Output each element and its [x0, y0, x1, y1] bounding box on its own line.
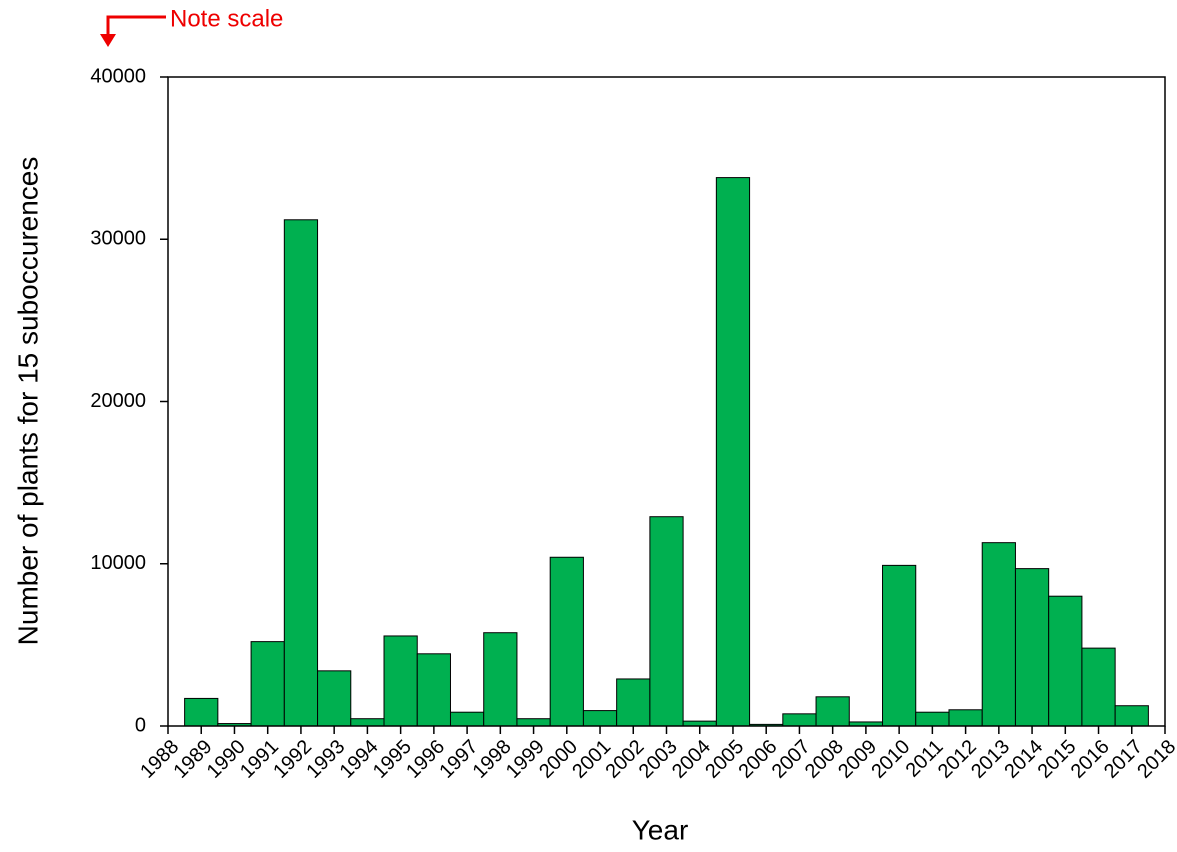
bar: [1014, 568, 1050, 727]
bar: [483, 632, 518, 727]
bar: [882, 564, 917, 727]
bar: [449, 711, 485, 727]
bar: [815, 696, 850, 727]
y-tick-label: 20000: [90, 390, 146, 412]
bar: [350, 718, 385, 727]
bar: [283, 219, 319, 727]
x-axis-label: Year: [632, 814, 689, 845]
bar: [1048, 595, 1083, 727]
bar: [981, 542, 1016, 727]
y-tick-label: 30000: [90, 228, 146, 250]
bar: [549, 556, 584, 727]
bar: [616, 678, 651, 727]
bar: [184, 697, 219, 727]
bar: [715, 177, 751, 727]
y-tick-label: 40000: [90, 65, 146, 87]
bar: [915, 711, 950, 727]
annotation-arrow: [106, 15, 166, 38]
bar: [317, 670, 352, 727]
bar: [948, 709, 983, 727]
annotation-arrowhead: [100, 34, 116, 47]
x-tick-label: 2018: [1133, 736, 1177, 783]
y-tick-label: 10000: [90, 552, 146, 574]
bar: [416, 653, 451, 727]
y-tick-label: 0: [135, 714, 146, 736]
bar: [782, 713, 817, 727]
annotation: Note scale: [170, 5, 283, 32]
bar: [516, 718, 551, 727]
bar: [1114, 705, 1149, 727]
bar: [582, 710, 618, 727]
bar: [383, 635, 418, 727]
bar: [250, 641, 285, 727]
bar: [649, 516, 684, 727]
bar: [1081, 647, 1116, 727]
y-axis-label: Number of plants for 15 suboccurences: [12, 157, 43, 646]
